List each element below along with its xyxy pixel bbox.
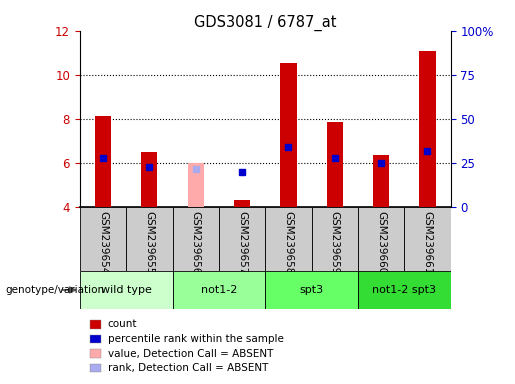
Text: GSM239661: GSM239661	[422, 210, 433, 274]
Bar	[280, 63, 297, 207]
Title: GDS3081 / 6787_at: GDS3081 / 6787_at	[194, 15, 336, 31]
Bar	[265, 271, 358, 309]
Text: percentile rank within the sample: percentile rank within the sample	[108, 334, 284, 344]
Bar	[373, 156, 389, 207]
Bar	[312, 207, 358, 271]
Text: not1-2 spt3: not1-2 spt3	[372, 285, 436, 295]
Text: not1-2: not1-2	[201, 285, 237, 295]
Bar	[173, 207, 219, 271]
Bar	[327, 122, 343, 207]
Text: spt3: spt3	[300, 285, 323, 295]
Text: rank, Detection Call = ABSENT: rank, Detection Call = ABSENT	[108, 363, 268, 373]
Bar	[187, 163, 204, 207]
Bar	[234, 200, 250, 207]
Bar	[358, 207, 404, 271]
Bar	[358, 271, 451, 309]
Bar	[173, 271, 265, 309]
Bar	[80, 207, 126, 271]
Text: GSM239658: GSM239658	[283, 210, 294, 274]
Bar	[126, 207, 173, 271]
Text: GSM239656: GSM239656	[191, 210, 201, 274]
Bar	[219, 207, 265, 271]
Text: GSM239657: GSM239657	[237, 210, 247, 274]
Bar	[404, 207, 451, 271]
Text: value, Detection Call = ABSENT: value, Detection Call = ABSENT	[108, 349, 273, 359]
Bar	[95, 116, 111, 207]
Text: genotype/variation: genotype/variation	[5, 285, 104, 295]
Bar	[265, 207, 312, 271]
Bar	[80, 271, 173, 309]
Bar	[419, 51, 436, 207]
Text: GSM239660: GSM239660	[376, 210, 386, 274]
Text: GSM239659: GSM239659	[330, 210, 340, 274]
Bar	[141, 152, 158, 207]
Text: count: count	[108, 319, 137, 329]
Text: GSM239655: GSM239655	[144, 210, 154, 274]
Text: GSM239654: GSM239654	[98, 210, 108, 274]
Text: wild type: wild type	[101, 285, 151, 295]
